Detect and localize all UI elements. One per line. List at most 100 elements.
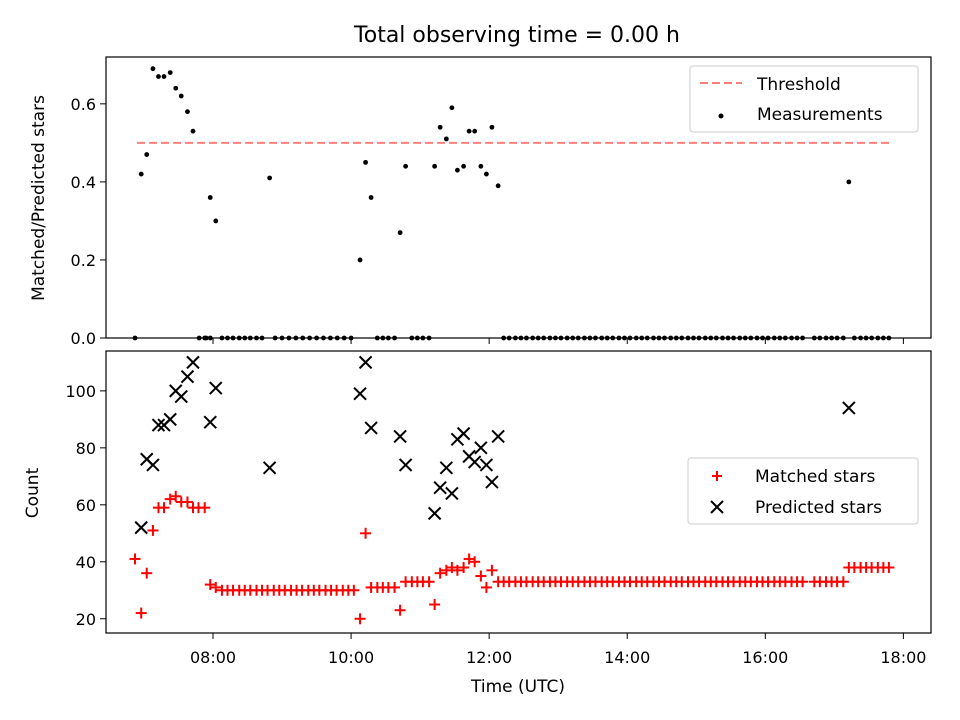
measurement-point <box>300 335 306 341</box>
measurement-point <box>426 335 432 341</box>
measurement-point <box>886 335 892 341</box>
measurement-point <box>348 335 354 341</box>
measurement-point <box>207 195 213 200</box>
predicted-stars-point <box>433 481 447 495</box>
predicted-stars-point <box>398 458 413 472</box>
measurement-point <box>374 335 380 341</box>
matched-legend-swatch <box>712 471 722 481</box>
count-axes-frame <box>105 350 932 634</box>
count-x-tick-label: 16:00 <box>742 648 788 667</box>
measurement-point <box>219 335 225 341</box>
measurement-point <box>564 335 570 341</box>
measurement-point <box>616 335 622 341</box>
measurement-point <box>512 335 518 341</box>
measurement-point <box>627 335 633 341</box>
measurement-point <box>823 335 829 341</box>
matched-stars-point <box>354 613 366 625</box>
matched-stars-point <box>360 527 372 539</box>
measurement-point <box>622 335 627 341</box>
matched-stars-point <box>486 564 498 576</box>
measurement-point <box>765 335 771 341</box>
measurement-point <box>368 195 374 200</box>
predicted-stars-point <box>186 355 200 370</box>
measurement-point <box>731 335 736 341</box>
measurement-point <box>691 335 696 341</box>
measurement-point <box>466 128 472 134</box>
matched-stars-point <box>129 553 141 565</box>
measurement-point <box>518 335 524 341</box>
measurement-point <box>880 335 886 341</box>
predicted-stars-point <box>146 458 160 472</box>
predicted-stars-point <box>467 455 482 469</box>
measurement-point <box>604 335 610 341</box>
matched-stars-point <box>480 581 492 593</box>
predicted-legend-label: Predicted stars <box>755 498 882 518</box>
measurement-point <box>293 335 299 341</box>
measurement-point <box>225 335 230 341</box>
matched-legend-label: Matched stars <box>755 467 875 487</box>
measurement-point <box>385 335 391 341</box>
measurement-point <box>341 335 347 341</box>
predicted-stars-point <box>485 475 499 489</box>
measurement-point <box>662 335 667 341</box>
matched-stars-point <box>458 561 470 573</box>
measurement-point <box>875 335 881 341</box>
measurement-point <box>138 171 144 177</box>
matched-stars-point <box>451 564 463 576</box>
measurement-point <box>668 335 674 341</box>
predicted-stars-point <box>203 415 217 429</box>
measurement-point <box>202 335 208 341</box>
count-legend-box <box>687 457 919 525</box>
measurement-point <box>840 335 846 341</box>
measurement-point <box>794 335 800 341</box>
measurement-point <box>742 335 748 341</box>
measurement-point <box>409 335 415 341</box>
measurement-point <box>748 335 754 341</box>
measurement-point <box>414 335 420 341</box>
measurement-point <box>720 335 725 341</box>
matched-stars-point <box>135 607 147 619</box>
measurement-point <box>392 335 397 341</box>
measurement-point <box>495 183 501 189</box>
measurement-point <box>656 335 662 341</box>
measurement-point <box>279 335 285 341</box>
count-x-tick-label: 12:00 <box>466 648 512 667</box>
predicted-stars-point <box>163 412 177 427</box>
predicted-stars-point <box>151 418 166 432</box>
measurement-point <box>811 335 817 341</box>
measurement-point <box>156 74 161 79</box>
measurement-point <box>254 335 259 341</box>
matched-stars-point <box>463 553 475 565</box>
measurement-point <box>432 163 438 169</box>
measurement-point <box>397 230 403 236</box>
matched-stars-point <box>434 567 446 579</box>
matched-stars-point <box>475 570 487 582</box>
measurement-point <box>357 257 363 263</box>
x-axis-label: Time (UTC) <box>470 677 565 697</box>
measurement-point <box>478 163 484 169</box>
measurement-point <box>782 335 788 341</box>
measurement-point <box>150 66 156 72</box>
count-x-tick-label: 10:00 <box>328 648 374 667</box>
measurement-point <box>725 335 731 341</box>
matched-stars-point <box>883 561 895 573</box>
measurement-point <box>524 335 529 341</box>
predicted-stars-point <box>427 506 442 521</box>
measurement-point <box>334 335 340 341</box>
measurement-point <box>869 335 875 341</box>
matched-stars-point <box>204 579 216 591</box>
matched-stars-point <box>389 581 401 593</box>
measurement-point <box>286 335 292 341</box>
ratio-axes-frame <box>105 56 932 339</box>
measurement-point <box>535 335 541 341</box>
matched-stars-point <box>199 502 211 514</box>
ratio-y-axis-label: Matched/Predicted stars <box>29 95 49 301</box>
predicted-stars-point <box>479 458 494 472</box>
measurement-point <box>558 335 564 341</box>
count-y-tick-label: 20 <box>76 610 96 629</box>
predicted-stars-point <box>180 369 195 384</box>
measurement-point <box>553 335 558 341</box>
matched-stars-point <box>394 604 406 616</box>
measurement-point <box>144 152 150 157</box>
